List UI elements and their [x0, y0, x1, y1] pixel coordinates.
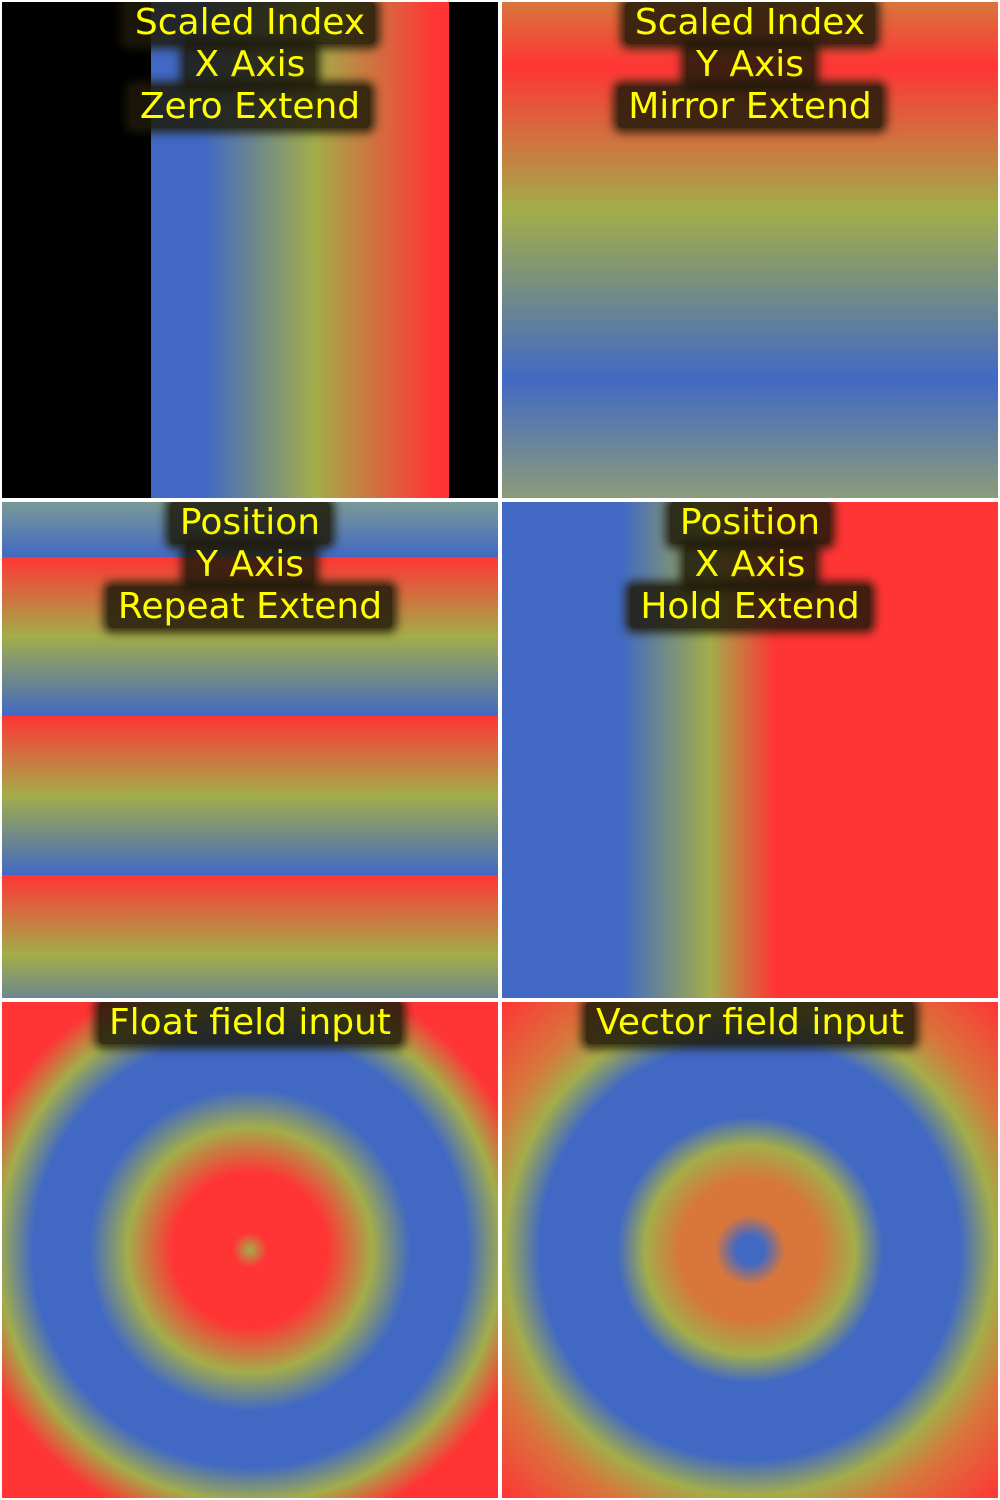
panel-position-x-hold: Position X Axis Hold Extend — [502, 502, 998, 998]
panel-float-field-input: Float field input — [2, 1002, 498, 1498]
panel-position-y-repeat: Position Y Axis Repeat Extend — [2, 502, 498, 998]
radial-visual — [2, 1002, 498, 1498]
gradient-visual — [2, 502, 498, 998]
gradient-visual — [502, 2, 998, 498]
panel-scaled-index-y-mirror: Scaled Index Y Axis Mirror Extend — [502, 2, 998, 498]
radial-visual — [502, 1002, 998, 1498]
panel-scaled-index-x-zero: Scaled Index X Axis Zero Extend — [2, 2, 498, 498]
panel-vector-field-input: Vector field input — [502, 1002, 998, 1498]
gradient-visual — [502, 502, 998, 998]
gradient-visual — [2, 2, 498, 498]
